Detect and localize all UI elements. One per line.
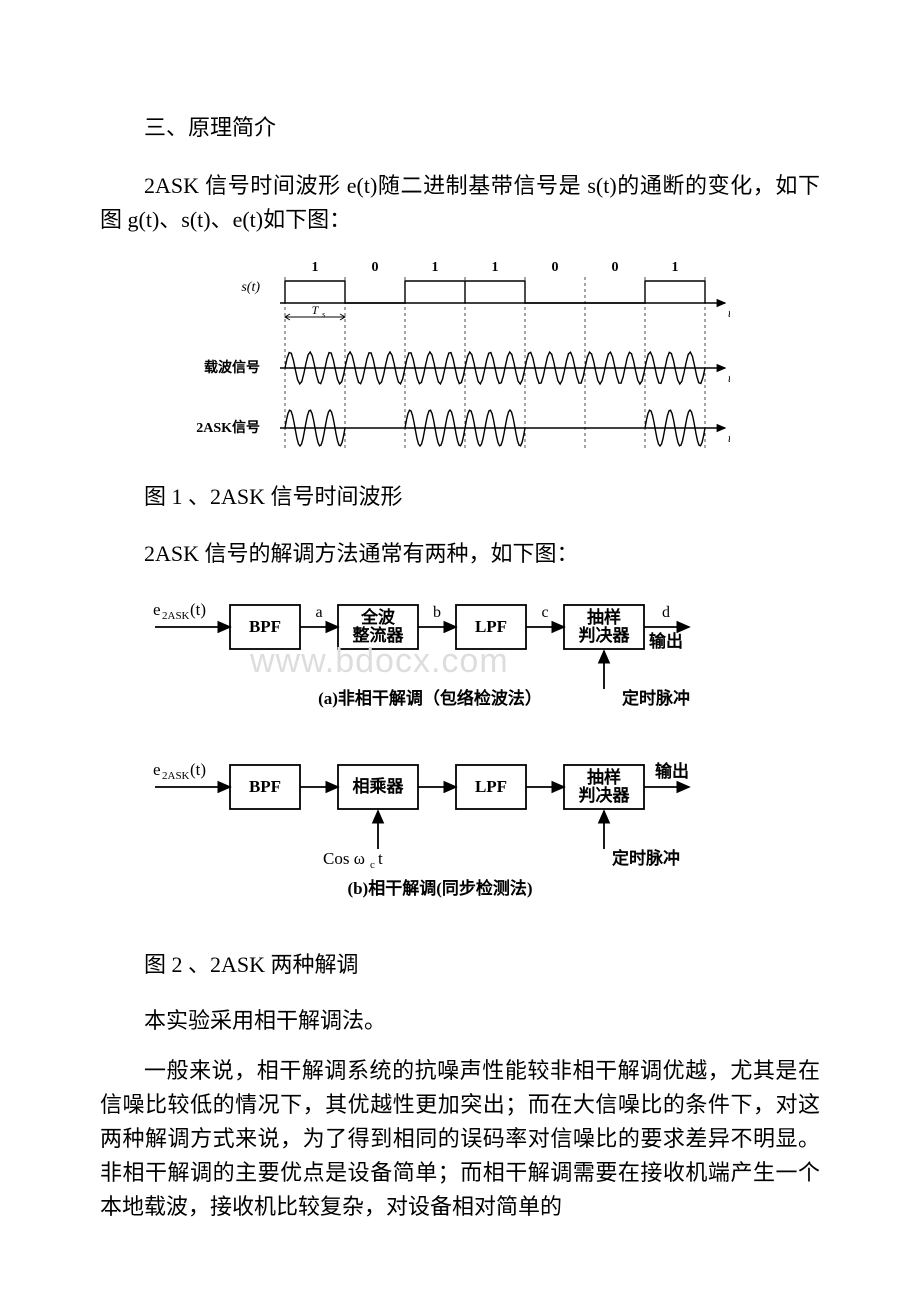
- svg-text:1: 1: [432, 260, 439, 275]
- final-paragraph: 一般来说，相干解调系统的抗噪声性能较非相干解调优越，尤其是在信噪比较低的情况下，…: [100, 1054, 820, 1224]
- svg-text:s(t): s(t): [241, 280, 260, 295]
- svg-text:e: e: [153, 600, 161, 619]
- svg-text:BPF: BPF: [249, 777, 281, 796]
- svg-text:BPF: BPF: [249, 617, 281, 636]
- svg-text:定时脉冲: 定时脉冲: [622, 688, 690, 708]
- post-fig2-line: 本实验采用相干解调法。: [100, 1004, 820, 1038]
- svg-text:1: 1: [312, 260, 319, 275]
- svg-text:(t): (t): [190, 600, 206, 619]
- svg-text:相乘器: 相乘器: [353, 776, 405, 796]
- svg-text:e: e: [153, 760, 161, 779]
- svg-text:判决器: 判决器: [579, 785, 631, 805]
- svg-text:t: t: [728, 431, 730, 445]
- svg-text:输出: 输出: [649, 631, 683, 651]
- svg-text:输出: 输出: [655, 761, 689, 781]
- svg-text:定时脉冲: 定时脉冲: [612, 848, 680, 868]
- section-heading: 三、原理简介: [100, 110, 820, 145]
- svg-text:抽样: 抽样: [587, 767, 621, 787]
- svg-text:t: t: [728, 371, 730, 385]
- svg-text:c: c: [541, 604, 548, 621]
- svg-text:(a)非相干解调（包络检波法）: (a)非相干解调（包络检波法）: [318, 688, 542, 708]
- svg-text:0: 0: [552, 260, 559, 275]
- svg-text:LPF: LPF: [475, 617, 507, 636]
- svg-text:c: c: [370, 859, 375, 871]
- svg-text:T: T: [312, 303, 320, 317]
- svg-text:整流器: 整流器: [353, 625, 405, 645]
- svg-text:Cos ω: Cos ω: [323, 849, 365, 868]
- svg-text:载波信号: 载波信号: [204, 359, 260, 376]
- svg-text:(t): (t): [190, 760, 206, 779]
- svg-text:2ASK: 2ASK: [162, 610, 190, 622]
- figure-1-caption: 图 1 、2ASK 信号时间波形: [100, 479, 820, 514]
- intro-paragraph: 2ASK 信号时间波形 e(t)随二进制基带信号是 s(t)的通断的变化，如下图…: [100, 169, 820, 237]
- svg-text:0: 0: [612, 260, 619, 275]
- svg-text:t: t: [378, 849, 383, 868]
- svg-text:(b)相干解调(同步检测法): (b)相干解调(同步检测法): [347, 878, 532, 898]
- svg-text:全波: 全波: [360, 607, 396, 627]
- svg-text:2ASK: 2ASK: [162, 770, 190, 782]
- svg-text:1: 1: [672, 260, 679, 275]
- svg-text:s: s: [322, 310, 325, 319]
- svg-text:b: b: [433, 604, 441, 621]
- svg-text:a: a: [315, 604, 322, 621]
- demod-intro: 2ASK 信号的解调方法通常有两种，如下图：: [100, 537, 820, 571]
- svg-text:d: d: [662, 604, 670, 621]
- svg-text:2ASK信号: 2ASK信号: [196, 419, 260, 436]
- figure-2-block-diagrams: e2ASK(t)BPF全波整流器LPF抽样判决器abcd输出定时脉冲(a)非相干…: [100, 587, 820, 907]
- svg-text:1: 1: [492, 260, 499, 275]
- figure-2-caption: 图 2 、2ASK 两种解调: [100, 947, 820, 982]
- svg-text:LPF: LPF: [475, 777, 507, 796]
- svg-text:0: 0: [372, 260, 379, 275]
- figure-1-waveform: 1 0 1 1 0 0 1 s(t) t Ts 载波信号 t 2ASK信号 t: [100, 253, 820, 463]
- svg-text:判决器: 判决器: [579, 625, 631, 645]
- svg-text:t: t: [728, 306, 730, 320]
- svg-text:抽样: 抽样: [587, 607, 621, 627]
